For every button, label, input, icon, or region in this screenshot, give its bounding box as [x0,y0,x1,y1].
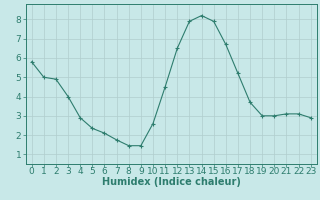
X-axis label: Humidex (Indice chaleur): Humidex (Indice chaleur) [102,177,241,187]
